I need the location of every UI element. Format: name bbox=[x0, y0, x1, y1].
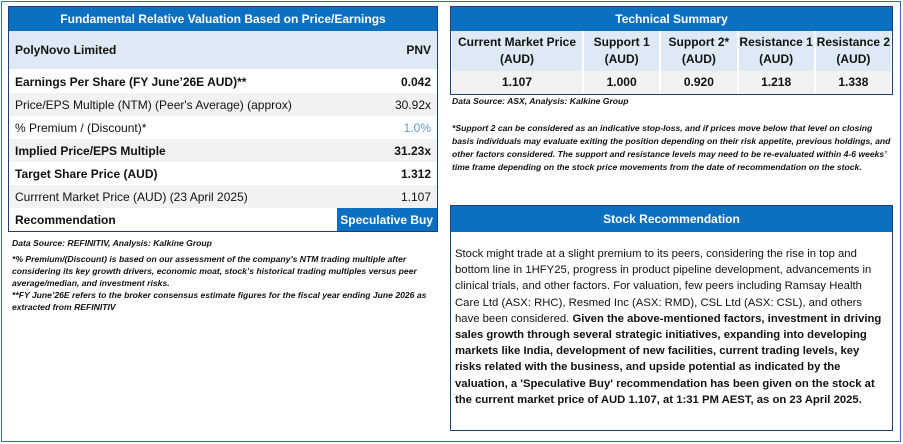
row-label: Earnings Per Share (FY June’26E AUD)** bbox=[15, 74, 247, 89]
row-label: % Premium / (Discount)* bbox=[15, 120, 147, 135]
recommendation-badge: Speculative Buy bbox=[337, 208, 437, 231]
col-header: Current Market Price bbox=[457, 35, 577, 49]
col-value: 1.000 bbox=[584, 71, 660, 94]
col-header: Support 1 bbox=[593, 35, 650, 49]
valuation-source: Data Source: REFINITIV, Analysis: Kalkin… bbox=[12, 238, 212, 248]
stock-recommendation-box: Stock Recommendation Stock might trade a… bbox=[450, 205, 893, 431]
col-unit: (AUD) bbox=[759, 52, 794, 66]
recommendation-row: Recommendation Speculative Buy bbox=[9, 208, 437, 231]
valuation-table: Fundamental Relative Valuation Based on … bbox=[8, 6, 438, 232]
col-value: 1.218 bbox=[738, 71, 814, 94]
table-row: Implied Price/EPS Multiple 31.23x bbox=[9, 139, 437, 162]
ticker: PNV bbox=[406, 43, 431, 57]
col-unit: (AUD) bbox=[681, 52, 716, 66]
tech-column: Support 2* (AUD) 0.920 bbox=[661, 31, 737, 94]
technical-summary-table: Technical Summary Current Market Price (A… bbox=[450, 6, 893, 95]
row-value: 1.312 bbox=[400, 166, 431, 181]
row-label: Target Share Price (AUD) bbox=[15, 166, 158, 181]
row-value: 0.042 bbox=[400, 74, 431, 89]
tech-column: Current Market Price (AUD) 1.107 bbox=[452, 31, 582, 94]
recommendation-text-regular: Stock might trade at a slight premium to… bbox=[455, 248, 872, 325]
valuation-note-1: *% Premium/(Discount) is based on our as… bbox=[12, 254, 417, 288]
col-header: Resistance 2 bbox=[816, 35, 891, 49]
table-row: Target Share Price (AUD) 1.312 bbox=[9, 162, 437, 185]
company-row: PolyNovo Limited PNV bbox=[9, 31, 437, 70]
table-row: % Premium / (Discount)* 1.0% bbox=[9, 116, 437, 139]
col-value: 0.920 bbox=[661, 71, 737, 94]
recommendation-label: Recommendation bbox=[15, 212, 116, 227]
valuation-title: Fundamental Relative Valuation Based on … bbox=[9, 7, 437, 31]
table-row: Currrent Market Price (AUD) (23 April 20… bbox=[9, 185, 437, 208]
stock-recommendation-title: Stock Recommendation bbox=[451, 206, 892, 232]
col-header: Support 2* bbox=[668, 35, 730, 49]
row-value: 1.0% bbox=[403, 120, 431, 135]
row-label: Implied Price/EPS Multiple bbox=[15, 143, 166, 158]
tech-column: Resistance 1 (AUD) 1.218 bbox=[738, 31, 814, 94]
technical-source: Data Source: ASX, Analysis: Kalkine Grou… bbox=[452, 96, 629, 106]
stock-recommendation-text: Stock might trade at a slight premium to… bbox=[451, 232, 892, 408]
row-value: 30.92x bbox=[394, 97, 431, 112]
row-label: Price/EPS Multiple (NTM) (Peer's Average… bbox=[15, 97, 292, 112]
col-header: Resistance 1 bbox=[739, 35, 813, 49]
col-unit: (AUD) bbox=[604, 52, 639, 66]
technical-title: Technical Summary bbox=[451, 7, 892, 31]
tech-column: Resistance 2 (AUD) 1.338 bbox=[815, 31, 891, 94]
table-row: Price/EPS Multiple (NTM) (Peer's Average… bbox=[9, 93, 437, 116]
row-label: Currrent Market Price (AUD) (23 April 20… bbox=[15, 189, 248, 204]
col-value: 1.338 bbox=[815, 71, 891, 94]
col-unit: (AUD) bbox=[836, 52, 871, 66]
recommendation-text-bold: Given the above-mentioned factors, inves… bbox=[455, 312, 882, 406]
col-unit: (AUD) bbox=[500, 52, 534, 66]
valuation-notes: Data Source: REFINITIV, Analysis: Kalkin… bbox=[12, 237, 432, 313]
table-row: Earnings Per Share (FY June’26E AUD)** 0.… bbox=[9, 70, 437, 93]
row-value: 31.23x bbox=[394, 143, 431, 158]
technical-note: *Support 2 can be considered as an indic… bbox=[452, 123, 891, 172]
valuation-note-2: **FY June’26E refers to the broker conse… bbox=[12, 290, 427, 312]
company-name: PolyNovo Limited bbox=[15, 43, 117, 57]
tech-column: Support 1 (AUD) 1.000 bbox=[584, 31, 660, 94]
row-value: 1.107 bbox=[400, 189, 431, 204]
col-value: 1.107 bbox=[452, 71, 582, 94]
